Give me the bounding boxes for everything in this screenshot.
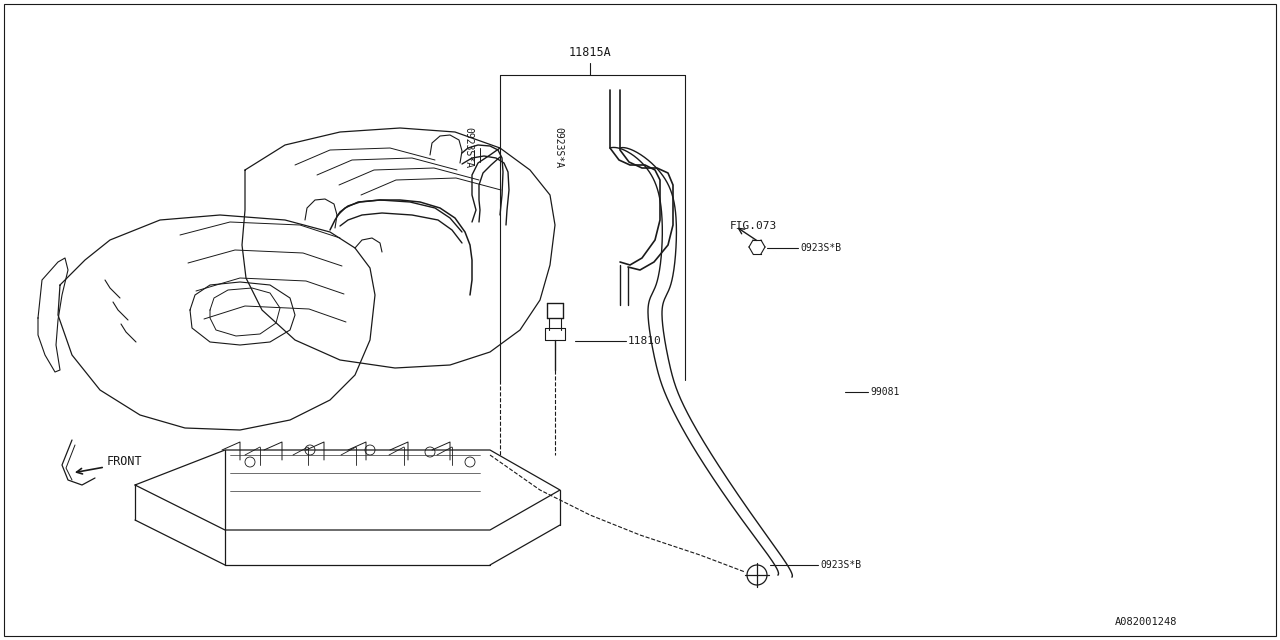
Text: A082001248: A082001248	[1115, 617, 1178, 627]
Text: 99081: 99081	[870, 387, 900, 397]
Text: FIG.073: FIG.073	[730, 221, 777, 231]
Text: 11815A: 11815A	[568, 45, 612, 58]
Text: 0923S*A: 0923S*A	[553, 127, 563, 168]
Text: 11810: 11810	[628, 336, 662, 346]
Text: 0923S*A: 0923S*A	[463, 127, 474, 168]
Text: 0923S*B: 0923S*B	[820, 560, 861, 570]
Text: 0923S*B: 0923S*B	[800, 243, 841, 253]
Text: FRONT: FRONT	[108, 454, 142, 467]
